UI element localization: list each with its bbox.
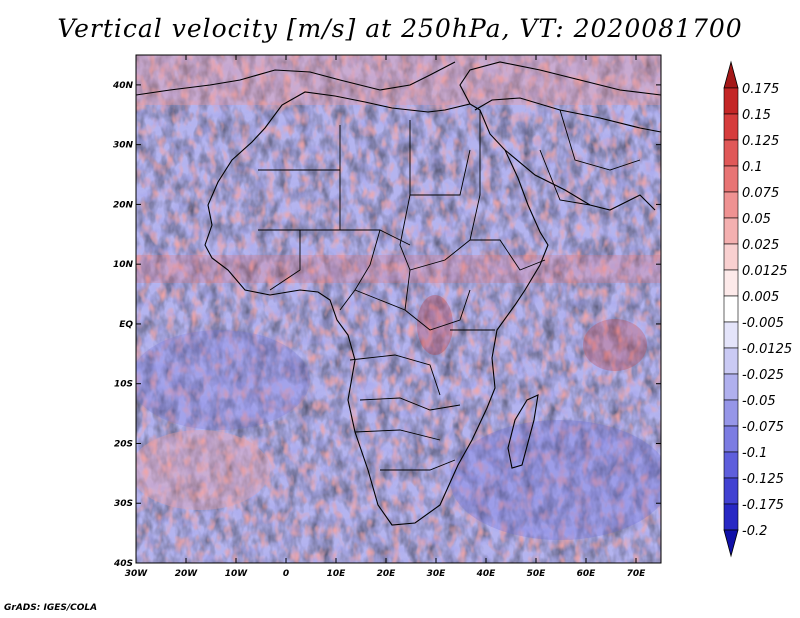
- colorbar-label: -0.1: [742, 446, 767, 461]
- colorbar-label: -0.075: [742, 420, 784, 435]
- velocity-field: [136, 55, 661, 563]
- colorbar-label: 0.0125: [742, 264, 788, 279]
- colorbar-label: -0.2: [742, 524, 767, 539]
- y-tick-label: 20N: [113, 200, 134, 210]
- chart-title: Vertical velocity [m/s] at 250hPa, VT: 2…: [57, 14, 743, 43]
- y-tick-label: 10S: [114, 380, 133, 390]
- y-tick-label: 30N: [113, 141, 134, 151]
- x-tick-label: 10W: [225, 569, 249, 579]
- colorbar-label: 0.15: [742, 108, 771, 123]
- colorbar-swatch: [723, 217, 739, 245]
- x-tick-label: 30W: [125, 569, 149, 579]
- colorbar-label: -0.005: [742, 316, 784, 331]
- y-axis: 40S 30S 20S 10S EQ 10N 20N 30N 40N: [112, 81, 661, 569]
- y-tick-label: 20S: [114, 439, 133, 449]
- colorbar-swatch: [723, 425, 739, 453]
- colorbar-bottom-arrow: [723, 529, 739, 558]
- y-tick-label: 10N: [113, 260, 134, 270]
- x-tick-label: 0: [283, 569, 289, 579]
- y-tick-label: 30S: [114, 499, 133, 509]
- colorbar-swatch: [723, 347, 739, 375]
- colorbar-swatch: [723, 165, 739, 193]
- colorbar-swatch: [723, 269, 739, 297]
- borders: [258, 109, 641, 471]
- colorbar-label: 0.125: [742, 134, 779, 149]
- x-tick-label: 10E: [327, 569, 347, 579]
- colorbar-label: -0.175: [742, 498, 784, 513]
- colorbar-swatch: [723, 451, 739, 479]
- y-tick-label: EQ: [119, 320, 133, 330]
- y-tick-label: 40N: [112, 81, 134, 91]
- x-tick-label: 60E: [577, 569, 597, 579]
- colorbar-swatch: [723, 139, 739, 167]
- colorbar-swatch: [723, 321, 739, 349]
- colorbar: 0.175 0.15 0.125 0.1 0.075 0.05 0.025 0.0125 0.0…: [723, 60, 792, 558]
- colorbar-label: -0.025: [742, 368, 784, 383]
- credit-label: GrADS: IGES/COLA: [4, 603, 98, 613]
- x-tick-label: 20E: [377, 569, 397, 579]
- colorbar-swatch: [723, 113, 739, 141]
- colorbar-label: 0.175: [742, 82, 779, 97]
- colorbar-label: 0.05: [742, 212, 771, 227]
- colorbar-swatch: [723, 191, 739, 219]
- colorbar-label: -0.125: [742, 472, 784, 487]
- colorbar-top-arrow: [723, 60, 739, 89]
- colorbar-swatch: [723, 87, 739, 115]
- x-tick-label: 50E: [527, 569, 547, 579]
- x-axis: 30W 20W 10W 0 10E 20E 30E 40E 50E 60E 70E: [125, 55, 646, 579]
- colorbar-swatch: [723, 295, 739, 323]
- x-tick-label: 40E: [476, 569, 497, 579]
- colorbar-swatch: [723, 373, 739, 401]
- colorbar-swatch: [723, 243, 739, 271]
- colorbar-label: -0.0125: [742, 342, 792, 357]
- colorbar-swatch: [723, 399, 739, 427]
- x-tick-label: 20W: [175, 569, 199, 579]
- colorbar-swatch: [723, 503, 739, 531]
- x-tick-label: 70E: [627, 569, 647, 579]
- plot-frame: [135, 54, 662, 564]
- colorbar-label: -0.05: [742, 394, 776, 409]
- y-tick-label: 40S: [113, 559, 133, 569]
- colorbar-label: 0.005: [742, 290, 779, 305]
- x-tick-label: 30E: [427, 569, 447, 579]
- colorbar-swatch: [723, 477, 739, 505]
- colorbar-label: 0.075: [742, 186, 779, 201]
- colorbar-label: 0.025: [742, 238, 779, 253]
- colorbar-label: 0.1: [742, 160, 763, 175]
